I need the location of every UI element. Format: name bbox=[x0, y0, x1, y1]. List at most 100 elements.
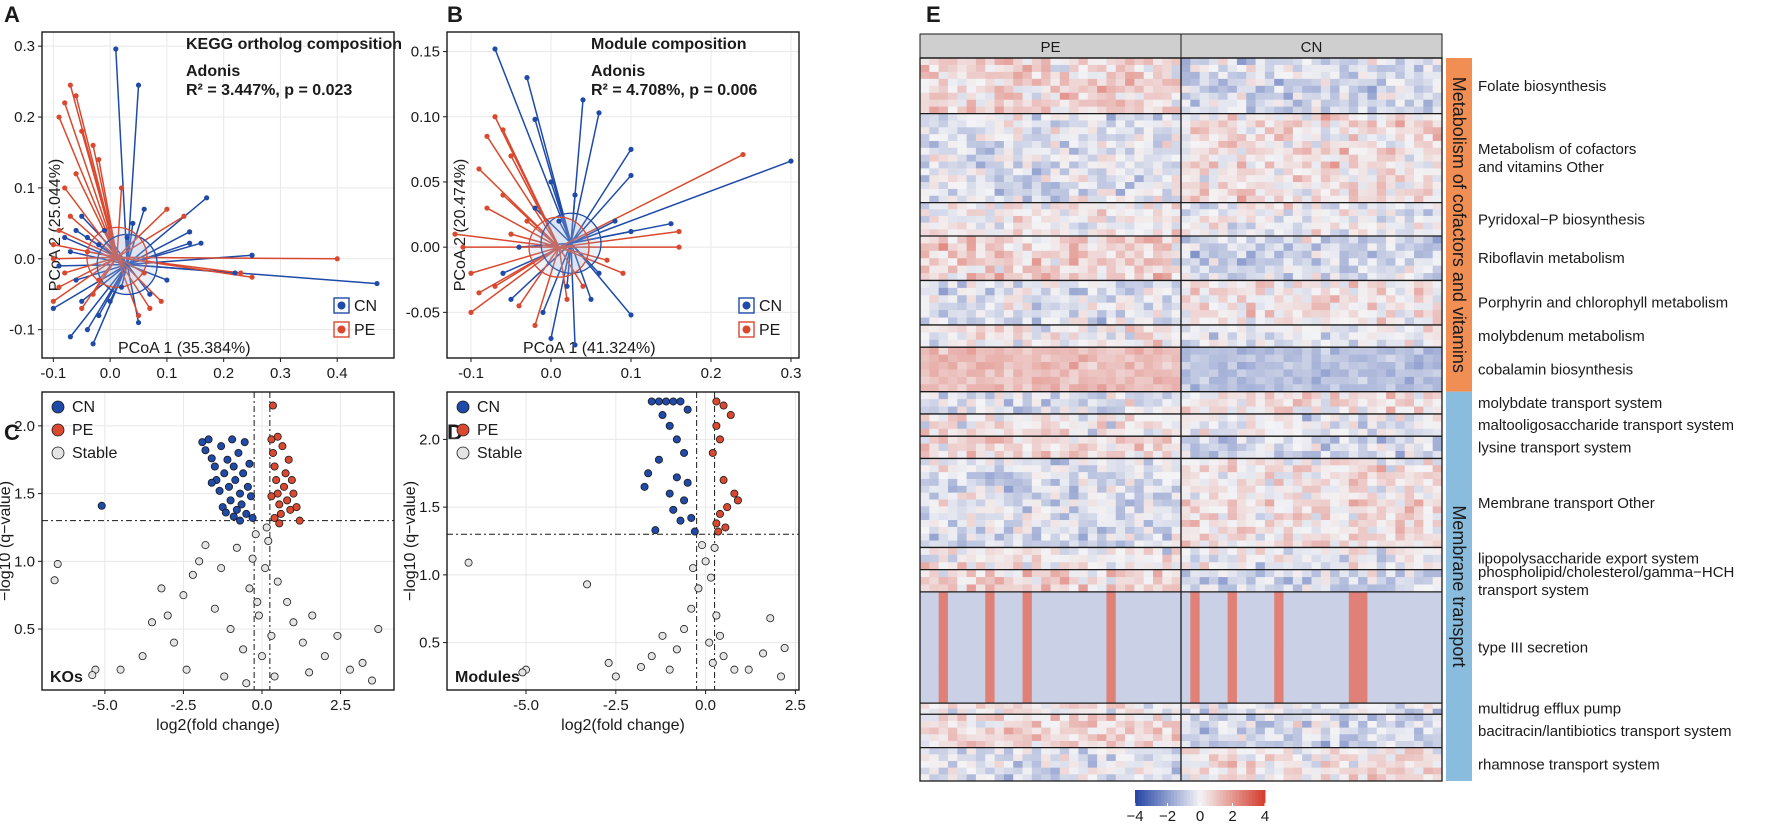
point-stable bbox=[680, 625, 689, 634]
heatmap-cell bbox=[957, 324, 968, 333]
heatmap-cell bbox=[1320, 369, 1331, 378]
heatmap-cell bbox=[1348, 554, 1359, 563]
heatmap-cell bbox=[1087, 92, 1098, 101]
heatmap-cell bbox=[947, 134, 958, 142]
heatmap-cell bbox=[1013, 612, 1023, 621]
heatmap-cell bbox=[1050, 134, 1061, 142]
heatmap-cell bbox=[966, 243, 977, 252]
heatmap-cell bbox=[1358, 451, 1368, 459]
heatmap-cell bbox=[975, 250, 986, 259]
heatmap-cell bbox=[1264, 428, 1275, 437]
heatmap-cell bbox=[957, 499, 968, 507]
heatmap-cell bbox=[920, 99, 930, 108]
heatmap-cell bbox=[1208, 85, 1219, 94]
heatmap-cell bbox=[1078, 295, 1089, 304]
heatmap-cell bbox=[1246, 310, 1256, 318]
heatmap-cell bbox=[1386, 577, 1396, 585]
heatmap-cell bbox=[966, 492, 977, 500]
heatmap-cell bbox=[1395, 243, 1406, 252]
heatmap-cell bbox=[1162, 195, 1173, 203]
heatmap-cell bbox=[1386, 391, 1396, 400]
heatmap-cell bbox=[957, 472, 968, 480]
spider-line-pe bbox=[98, 159, 118, 258]
heatmap-cell bbox=[1358, 362, 1368, 370]
heatmap-cell bbox=[1320, 413, 1331, 422]
heatmap-cell bbox=[1311, 533, 1322, 541]
heatmap-cell bbox=[1162, 295, 1173, 304]
heatmap-cell bbox=[929, 161, 940, 169]
heatmap-cell bbox=[1162, 229, 1173, 237]
heatmap-cell bbox=[1292, 99, 1303, 108]
heatmap-cell bbox=[1367, 134, 1378, 142]
heatmap-cell bbox=[1115, 465, 1126, 473]
heatmap-cell bbox=[1097, 92, 1107, 101]
heatmap-cell bbox=[1414, 273, 1424, 281]
heatmap-cell bbox=[957, 202, 968, 210]
heatmap-cell bbox=[1069, 258, 1079, 267]
heatmap-cell bbox=[1320, 443, 1331, 452]
heatmap-cell bbox=[1041, 369, 1051, 378]
heatmap-cell bbox=[1181, 215, 1191, 224]
heatmap-cell bbox=[1395, 413, 1406, 422]
heatmap-cell bbox=[1320, 458, 1331, 466]
heatmap-cell bbox=[1208, 339, 1219, 348]
heatmap-cell bbox=[1274, 499, 1284, 507]
heatmap-cell bbox=[929, 202, 940, 210]
heatmap-cell bbox=[1106, 339, 1117, 348]
point-pe bbox=[281, 469, 290, 478]
point-cn bbox=[204, 435, 213, 444]
heatmap-cell bbox=[1386, 324, 1396, 333]
heatmap-cell bbox=[1236, 499, 1247, 507]
heatmap-cell bbox=[1097, 591, 1107, 600]
heatmap-cell bbox=[1003, 188, 1014, 197]
heatmap-cell bbox=[1376, 520, 1387, 528]
point-cn bbox=[651, 526, 660, 535]
heatmap-cell bbox=[1302, 273, 1312, 281]
heatmap-cell bbox=[1050, 58, 1061, 66]
heatmap-cell bbox=[929, 362, 940, 370]
heatmap-cell bbox=[957, 406, 968, 415]
heatmap-cell bbox=[1125, 547, 1135, 556]
heatmap-cell bbox=[1292, 458, 1303, 466]
heatmap-cell bbox=[1339, 58, 1350, 66]
heatmap-cell bbox=[1358, 140, 1368, 149]
heatmap-cell bbox=[920, 147, 930, 156]
heatmap-cell bbox=[1022, 258, 1033, 267]
heatmap-cell bbox=[1330, 499, 1340, 507]
heatmap-cell bbox=[1171, 526, 1182, 535]
heatmap-cell bbox=[957, 362, 968, 370]
heatmap-cell bbox=[1190, 64, 1201, 73]
heatmap-cell bbox=[920, 526, 930, 535]
heatmap-cell bbox=[1003, 92, 1014, 101]
heatmap-cell bbox=[920, 113, 930, 121]
point-pe bbox=[719, 476, 728, 485]
heatmap-cell bbox=[920, 376, 930, 385]
heatmap-cell bbox=[1386, 547, 1396, 556]
spider-line-cn bbox=[550, 181, 572, 244]
heatmap-cell bbox=[1236, 120, 1247, 128]
heatmap-cell bbox=[1199, 612, 1210, 621]
heatmap-cell bbox=[1162, 235, 1173, 244]
heatmap-cell bbox=[1404, 547, 1415, 556]
heatmap-cell bbox=[1432, 85, 1443, 94]
heatmap-cell bbox=[1414, 195, 1424, 203]
heatmap-cell bbox=[1302, 347, 1312, 356]
heatmap-cell bbox=[1208, 332, 1219, 341]
heatmap-cell bbox=[1115, 485, 1126, 494]
heatmap-cell bbox=[1078, 243, 1089, 252]
heatmap-cell bbox=[1162, 140, 1173, 149]
heatmap-cell bbox=[1358, 147, 1368, 156]
heatmap-cell bbox=[1171, 287, 1182, 296]
heatmap-cell bbox=[1013, 215, 1023, 224]
spider-line-pe bbox=[502, 129, 560, 248]
heatmap-cell bbox=[938, 547, 949, 556]
heatmap-cell bbox=[1059, 113, 1070, 121]
heatmap-cell bbox=[1386, 354, 1396, 363]
heatmap-cell bbox=[1376, 168, 1387, 176]
heatmap-cell bbox=[1190, 195, 1201, 203]
heatmap-cell bbox=[1097, 258, 1107, 267]
heatmap-cell bbox=[1376, 436, 1387, 444]
heatmap-cell bbox=[957, 478, 968, 487]
heatmap-cell bbox=[1274, 413, 1284, 422]
heatmap-cell bbox=[1376, 280, 1387, 289]
